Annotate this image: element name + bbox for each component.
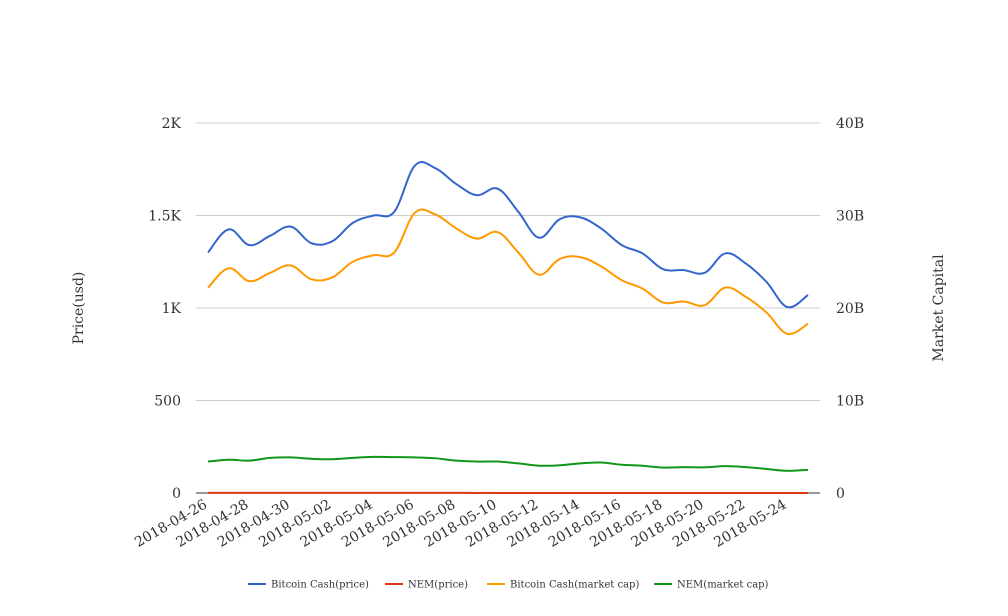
legend-label: Bitcoin Cash(price) <box>271 580 369 591</box>
series-lines <box>207 161 809 494</box>
y-right-tick-label: 0 <box>836 486 845 502</box>
legend: Bitcoin Cash(price) NEM(price) Bitcoin Cas… <box>248 580 769 591</box>
legend-label: NEM(price) <box>408 580 468 591</box>
y-left-tick-labels: 0 500 1K 1.5K 2K <box>148 116 181 502</box>
y-right-tick-labels: 0 10B 20B 30B 40B <box>836 116 864 502</box>
y-left-tick-label: 1K <box>162 301 182 317</box>
y-left-axis-title: Price(usd) <box>71 272 87 345</box>
y-right-tick-label: 30B <box>836 209 864 225</box>
y-right-tick-label: 40B <box>836 116 864 132</box>
y-left-tick-label: 500 <box>154 394 181 410</box>
y-left-tick-label: 0 <box>172 486 181 502</box>
series-line-bitcoin-cash-price <box>207 161 809 309</box>
y-right-tick-label: 10B <box>836 394 864 410</box>
series-line-bitcoin-cash-market-cap <box>207 208 809 336</box>
y-left-tick-label: 2K <box>162 116 182 132</box>
legend-label: Bitcoin Cash(market cap) <box>510 580 639 591</box>
legend-label: NEM(market cap) <box>677 580 769 591</box>
gridlines <box>196 122 820 401</box>
x-tick-labels: 2018-04-262018-04-282018-04-302018-05-02… <box>132 497 789 551</box>
y-right-tick-label: 20B <box>836 301 864 317</box>
series-line-nem-market-cap <box>207 455 809 472</box>
y-left-tick-label: 1.5K <box>148 209 181 225</box>
y-right-axis-title: Market Capital <box>931 254 947 362</box>
